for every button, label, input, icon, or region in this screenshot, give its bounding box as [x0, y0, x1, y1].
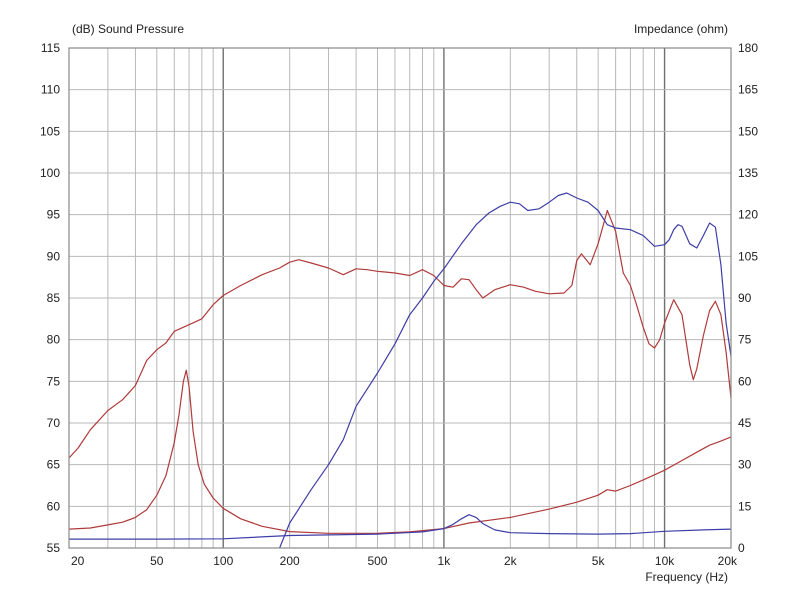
left-tick-label: 110: [41, 83, 60, 97]
left-tick-label: 85: [47, 291, 61, 305]
left-axis-title: (dB) Sound Pressure: [72, 22, 184, 36]
left-axis-ticks: 55 60 65 70 75 80 85 90 95 100 105 110 115: [40, 41, 60, 555]
x-tick-label: 20k: [718, 554, 738, 568]
series-4-curve: [69, 514, 732, 540]
right-tick-label: 150: [738, 124, 758, 138]
data-curves: [68, 192, 732, 549]
right-tick-label: 120: [738, 208, 758, 222]
right-tick-label: 75: [738, 333, 752, 347]
x-tick-label: 500: [367, 554, 387, 568]
x-tick-label: 2k: [504, 554, 518, 568]
left-tick-label: 90: [47, 249, 61, 263]
plot-frame: [68, 47, 732, 549]
right-tick-label: 90: [738, 291, 752, 305]
x-tick-label: 20: [71, 554, 85, 568]
left-tick-label: 55: [47, 541, 61, 555]
x-axis-title: Frequency (Hz): [645, 570, 728, 584]
left-tick-label: 100: [40, 166, 60, 180]
right-tick-label: 30: [738, 458, 752, 472]
left-tick-label: 65: [47, 458, 61, 472]
x-tick-label: 100: [213, 554, 233, 568]
right-axis-title: Impedance (ohm): [634, 22, 728, 36]
series-3-curve: [279, 192, 732, 549]
x-tick-label: 10k: [655, 554, 675, 568]
right-tick-label: 45: [738, 416, 752, 430]
x-tick-label: 50: [150, 554, 164, 568]
x-tick-label: 200: [280, 554, 300, 568]
right-axis-ticks: 0 15 30 45 60 75 90 105 120 135 150 165 180: [738, 41, 758, 555]
left-tick-label: 80: [47, 333, 61, 347]
left-tick-label: 75: [47, 374, 61, 388]
x-tick-label: 5k: [592, 554, 606, 568]
left-tick-label: 115: [41, 41, 60, 55]
left-tick-label: 105: [40, 124, 60, 138]
left-tick-label: 70: [47, 416, 61, 430]
x-axis-ticks: 20 50 100 200 500 1k 2k 5k 10k 20k: [71, 554, 738, 568]
right-tick-label: 165: [738, 83, 758, 97]
right-tick-label: 60: [738, 374, 752, 388]
right-tick-label: 105: [738, 249, 758, 263]
x-tick-label: 1k: [438, 554, 452, 568]
right-tick-label: 0: [738, 541, 745, 555]
right-tick-label: 180: [738, 41, 758, 55]
left-tick-label: 95: [47, 208, 61, 222]
series-2-curve: [68, 369, 732, 534]
left-tick-label: 60: [47, 499, 61, 513]
right-tick-label: 135: [738, 166, 758, 180]
right-tick-label: 15: [738, 499, 752, 513]
series-1-curve: [68, 209, 732, 459]
